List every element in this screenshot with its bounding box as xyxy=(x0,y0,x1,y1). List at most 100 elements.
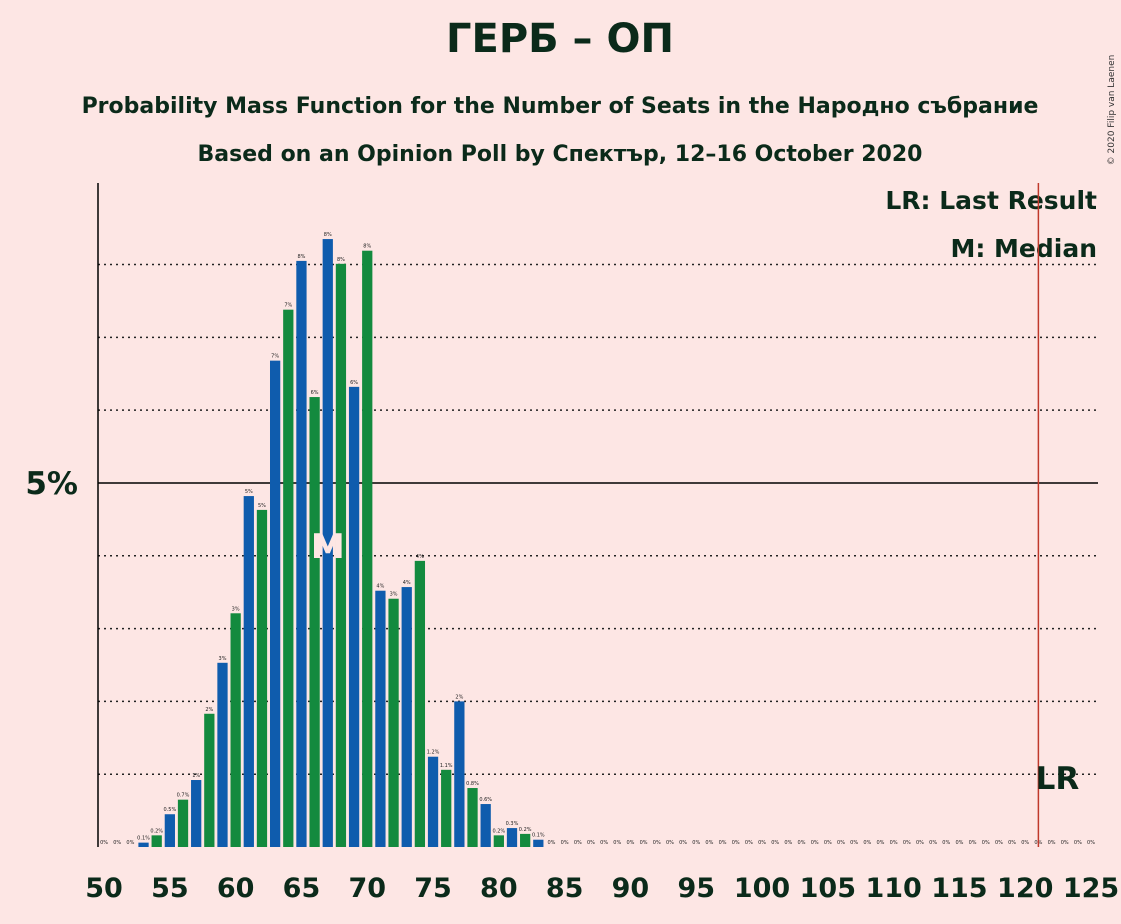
x-tick-label: 80 xyxy=(480,873,518,904)
data-label: 0% xyxy=(995,840,1003,846)
x-tick-label: 95 xyxy=(677,873,715,904)
data-label: 4% xyxy=(376,584,384,590)
data-label: 3% xyxy=(232,606,240,612)
data-label: 0% xyxy=(1048,840,1056,846)
data-label: 0% xyxy=(850,840,858,846)
data-label: 7% xyxy=(284,303,292,309)
data-label: 0% xyxy=(126,840,134,846)
bar xyxy=(217,662,228,847)
data-label: 0% xyxy=(1087,840,1095,846)
bar xyxy=(388,598,399,847)
data-label: 0% xyxy=(574,840,582,846)
data-label: 0% xyxy=(692,840,700,846)
x-tick-label: 50 xyxy=(85,873,123,904)
data-label: 0% xyxy=(548,840,556,846)
data-label: 0% xyxy=(969,840,977,846)
data-label: 0% xyxy=(758,840,766,846)
bar xyxy=(204,713,215,847)
data-label: 1.1% xyxy=(440,763,453,769)
data-label: 0% xyxy=(719,840,727,846)
bar xyxy=(401,587,412,847)
data-label: 0% xyxy=(837,840,845,846)
x-tick-label: 55 xyxy=(151,873,189,904)
bar xyxy=(414,560,426,847)
bar xyxy=(480,804,491,847)
x-tick-label: 75 xyxy=(414,873,452,904)
chart-subtitle: Based on an Opinion Poll by Спектър, 12–… xyxy=(198,142,923,167)
x-tick-label: 100 xyxy=(734,873,790,904)
bar xyxy=(348,386,360,847)
data-label: 0% xyxy=(679,840,687,846)
bar xyxy=(138,842,149,847)
data-label: 7% xyxy=(271,354,279,360)
copyright: © 2020 Filip van Laenen xyxy=(1107,55,1117,166)
data-label: 0% xyxy=(877,840,885,846)
bar xyxy=(454,701,465,847)
data-label: 0% xyxy=(811,840,819,846)
data-label: 6% xyxy=(311,390,319,396)
legend-entry: LR: Last Result xyxy=(885,186,1097,215)
bar xyxy=(309,397,320,847)
data-label: 0% xyxy=(561,840,569,846)
data-label: 0% xyxy=(1061,840,1069,846)
data-label: 3% xyxy=(219,656,227,662)
bar xyxy=(335,263,347,847)
data-label: 0.2% xyxy=(519,827,532,833)
x-tick-label: 105 xyxy=(800,873,856,904)
x-tick-label: 60 xyxy=(217,873,255,904)
data-label: 0% xyxy=(784,840,792,846)
bar xyxy=(533,839,544,847)
bar xyxy=(322,239,333,847)
bar xyxy=(283,309,294,847)
bar xyxy=(362,250,373,848)
data-label: 0% xyxy=(890,840,898,846)
data-label: 0% xyxy=(824,840,832,846)
x-tick-label: 125 xyxy=(1063,873,1119,904)
data-label: 0% xyxy=(100,840,108,846)
data-label: 0.1% xyxy=(532,833,545,839)
data-label: 0.3% xyxy=(506,821,519,827)
data-label: 5% xyxy=(245,489,253,495)
data-label: 0% xyxy=(942,840,950,846)
data-label: 8% xyxy=(297,254,305,260)
data-label: 0% xyxy=(113,840,121,846)
data-label: 0% xyxy=(705,840,713,846)
bar xyxy=(520,833,531,847)
data-label: 8% xyxy=(363,244,371,250)
data-label: 3% xyxy=(390,592,398,598)
x-tick-label: 65 xyxy=(283,873,321,904)
data-label: 0% xyxy=(798,840,806,846)
bar xyxy=(230,613,241,847)
bar xyxy=(467,788,478,847)
data-label: 8% xyxy=(324,232,332,238)
x-tick-label: 85 xyxy=(546,873,584,904)
bar xyxy=(427,756,439,847)
data-label: 6% xyxy=(350,380,358,386)
last-result-label: LR xyxy=(1036,761,1080,797)
data-label: 0.7% xyxy=(177,793,190,799)
bar xyxy=(191,780,202,847)
bar xyxy=(441,769,452,847)
bar xyxy=(177,799,189,847)
bar xyxy=(506,828,518,847)
data-label: 0% xyxy=(929,840,937,846)
data-label: 0% xyxy=(626,840,634,846)
data-label: 0% xyxy=(745,840,753,846)
x-tick-label: 120 xyxy=(997,873,1053,904)
data-label: 0.2% xyxy=(150,828,163,834)
y-tick-label: 5% xyxy=(25,466,78,502)
bar xyxy=(256,509,268,847)
data-label: 2% xyxy=(455,694,463,700)
data-label: 0% xyxy=(732,840,740,846)
x-tick-label: 110 xyxy=(865,873,921,904)
data-label: 4% xyxy=(403,580,411,586)
data-label: 0% xyxy=(600,840,608,846)
data-label: 0% xyxy=(863,840,871,846)
data-label: 0% xyxy=(666,840,674,846)
x-tick-label: 70 xyxy=(348,873,386,904)
data-label: 0% xyxy=(982,840,990,846)
data-label: 5% xyxy=(258,503,266,509)
bar xyxy=(493,835,504,847)
data-label: 0% xyxy=(640,840,648,846)
chart-title: ГЕРБ – ОП xyxy=(446,16,674,62)
